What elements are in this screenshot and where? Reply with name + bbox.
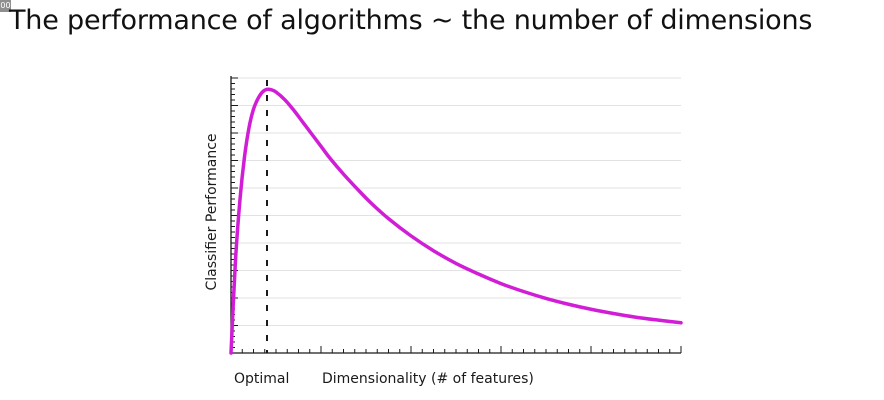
- slide-title: The performance of algorithms ~ the numb…: [9, 5, 813, 36]
- performance-curve: [229, 87, 683, 355]
- x-axis-label: Dimensionality (# of features): [322, 371, 534, 387]
- y-axis-label: Classifier Performance: [204, 133, 220, 290]
- grid-lines: [231, 77, 681, 326]
- optimal-label: Optimal: [234, 371, 289, 387]
- corner-badge: 00: [0, 0, 11, 12]
- series-layer: [229, 87, 683, 355]
